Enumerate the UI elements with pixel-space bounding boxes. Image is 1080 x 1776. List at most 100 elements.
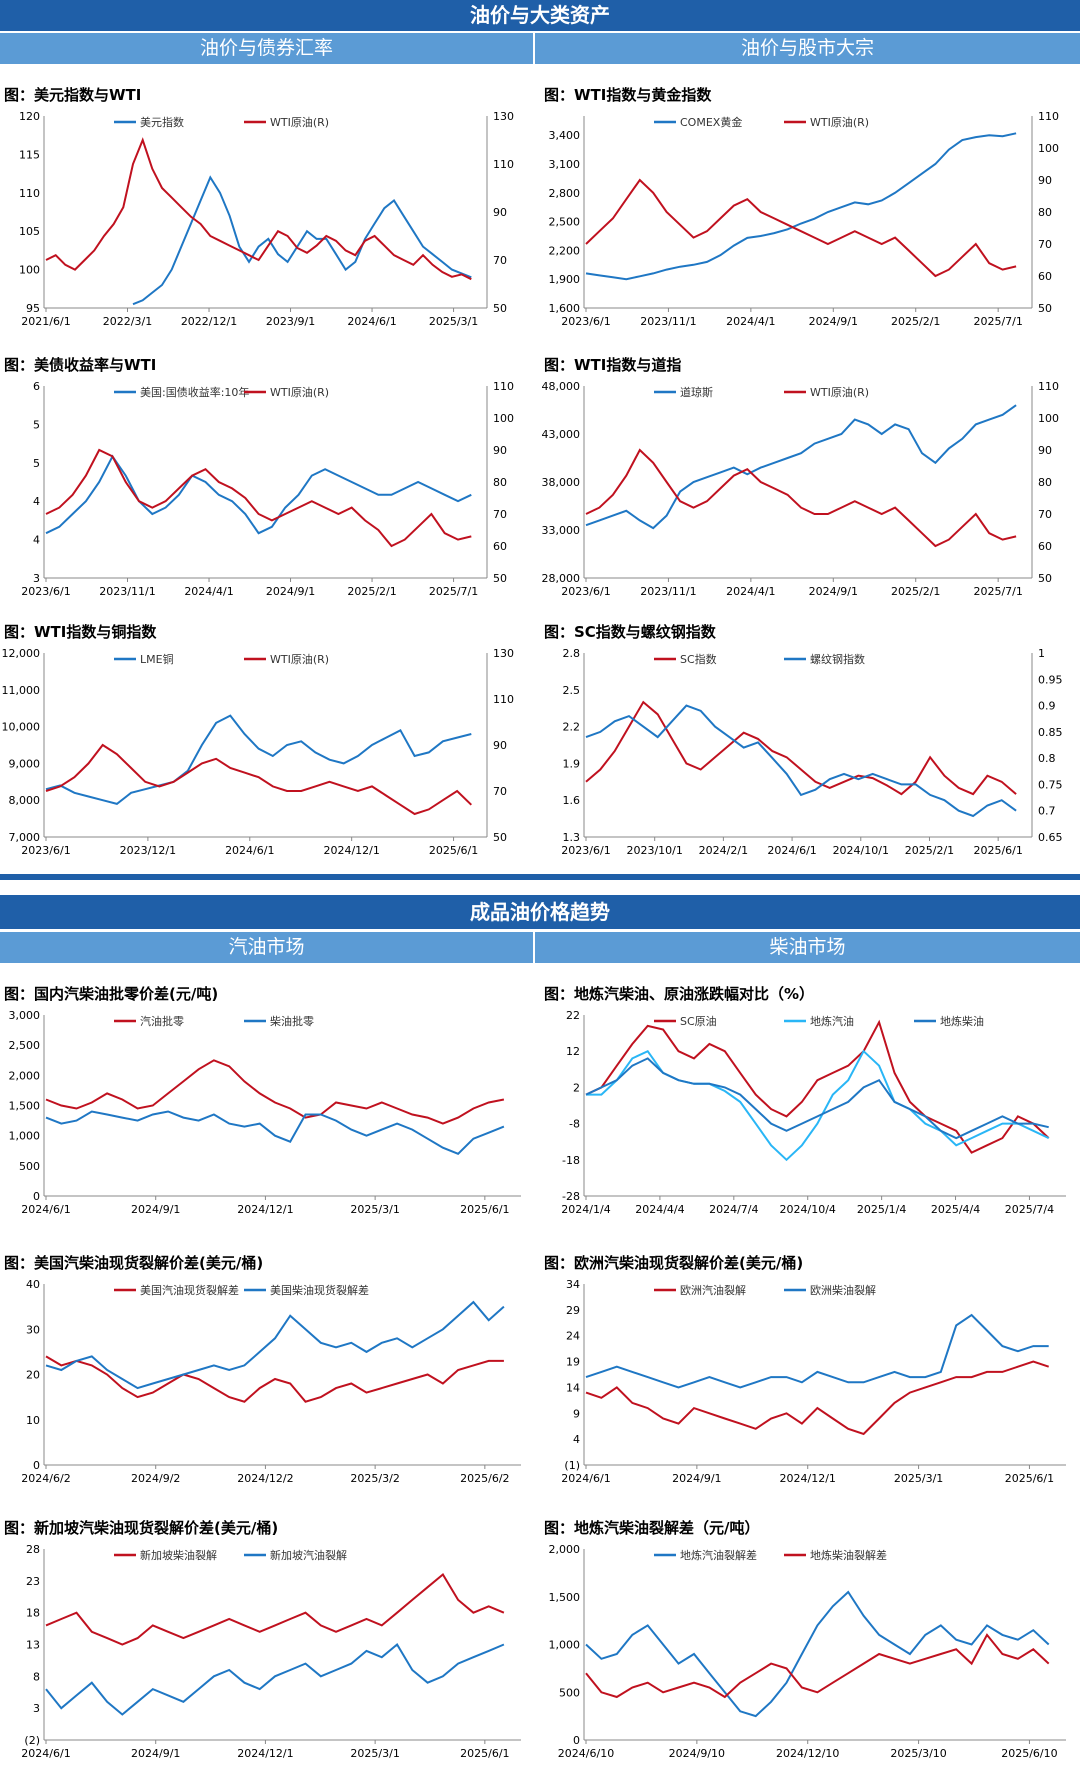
chart-svg: 7,000 8,000 9,000 10,000 11,000 12,000 50 70 90 1… xyxy=(2,647,515,857)
legend-label: 道琼斯 xyxy=(680,385,713,399)
y-tick-label: 40 xyxy=(26,1278,40,1291)
y-tick-label: 28 xyxy=(26,1543,40,1556)
y-tick-label: 4 xyxy=(573,1433,580,1446)
legend-label: 柴油批零 xyxy=(270,1014,314,1028)
y2-tick-label: 60 xyxy=(493,540,507,553)
chart-local-refinery-change: 图：地炼汽柴油、原油涨跌幅对比（%） -28 -18 -8 2 12 22 2024/1/4 2… xyxy=(540,983,1080,1228)
chart-local-crack: 图：地炼汽柴油裂解差（元/吨） 0 500 1,000 1,500 2,000 2024/6… xyxy=(540,1517,1080,1772)
y2-tick-label: 90 xyxy=(493,206,507,219)
series-line-0 xyxy=(585,700,1017,796)
y-tick-label: 1,500 xyxy=(549,1591,581,1604)
series-line-0 xyxy=(585,1590,1050,1718)
legend-label: SC指数 xyxy=(680,652,717,666)
y2-tick-label: 90 xyxy=(1038,174,1052,187)
chart-sc-rebar: 图：SC指数与螺纹钢指数 1.3 1.6 1.9 2.2 2.5 2.8 0.65 0.7 0.7… xyxy=(540,621,1080,869)
legend-label: SC原油 xyxy=(680,1014,717,1028)
x-tick-label: 2025/6/1 xyxy=(460,1747,509,1760)
chart-svg: 0 10 20 30 40 2024/6/2 2024/9/2 2024/12/2 2025/3… xyxy=(21,1278,521,1485)
y-tick-label: 34 xyxy=(566,1278,580,1291)
y-tick-label: 48,000 xyxy=(542,380,581,393)
y2-tick-label: 100 xyxy=(493,412,514,425)
chart-svg: 1,600 1,900 2,200 2,500 2,800 3,100 3,400 50 60 7… xyxy=(549,110,1060,328)
y-tick-label: 5 xyxy=(33,418,40,431)
y2-tick-label: 80 xyxy=(1038,206,1052,219)
legend-label: 地炼柴油裂解差 xyxy=(810,1548,887,1562)
series-line-1 xyxy=(45,137,472,281)
chart-title: 图：欧洲汽柴油现货裂解价差(美元/桶) xyxy=(544,1254,804,1272)
y-tick-label: 1.9 xyxy=(563,757,581,770)
x-tick-label: 2024/4/1 xyxy=(726,315,775,328)
x-tick-label: 2025/2/1 xyxy=(905,844,954,857)
x-tick-label: 2023/11/1 xyxy=(640,585,696,598)
chart-title: 图：国内汽柴油批零价差(元/吨) xyxy=(4,985,219,1003)
x-tick-label: 2024/10/4 xyxy=(780,1203,836,1216)
y-tick-label: 6 xyxy=(33,380,40,393)
series-line-0 xyxy=(45,714,472,805)
legend-label: WTI原油(R) xyxy=(810,385,869,399)
x-tick-label: 2024/9/10 xyxy=(669,1747,725,1760)
legend-label: 螺纹钢指数 xyxy=(810,652,865,666)
y-tick-label: 3,000 xyxy=(9,1009,41,1022)
subheader-bonds-fx: 油价与债券汇率 xyxy=(0,33,533,64)
x-tick-label: 2025/7/4 xyxy=(1005,1203,1054,1216)
y2-tick-label: 0.95 xyxy=(1038,673,1063,686)
x-tick-label: 2022/12/1 xyxy=(181,315,237,328)
y2-tick-label: 130 xyxy=(493,647,514,660)
legend-label: 美国:国债收益率:10年 xyxy=(140,385,249,399)
y-tick-label: 110 xyxy=(19,187,40,200)
legend-label: 新加坡柴油裂解 xyxy=(140,1548,217,1562)
x-tick-label: 2025/6/1 xyxy=(460,1203,509,1216)
y2-tick-label: 110 xyxy=(493,693,514,706)
chart-title: 图：新加坡汽柴油现货裂解价差(美元/桶) xyxy=(4,1519,279,1537)
x-tick-label: 2024/4/1 xyxy=(726,585,775,598)
y-tick-label: 9 xyxy=(573,1407,580,1420)
y-tick-label: 2,200 xyxy=(549,244,581,257)
y-tick-label: 0 xyxy=(573,1734,580,1747)
series-line-0 xyxy=(45,1059,505,1125)
x-tick-label: 2025/3/10 xyxy=(890,1747,946,1760)
x-tick-label: 2025/7/1 xyxy=(973,585,1022,598)
legend-label: WTI原油(R) xyxy=(270,115,329,129)
series-line-1 xyxy=(45,1300,505,1390)
x-tick-label: 2023/10/1 xyxy=(626,844,682,857)
y-tick-label: 4 xyxy=(33,534,40,547)
chart-svg: (1) 4 9 14 19 24 29 34 2024/6/1 2024/9/1 2024/12/1… xyxy=(561,1278,1066,1485)
y-tick-label: 12,000 xyxy=(2,647,41,660)
legend-label: 美国汽油现货裂解差 xyxy=(140,1283,239,1297)
series-line-1 xyxy=(45,743,472,816)
legend-label: WTI原油(R) xyxy=(270,385,329,399)
chart-title: 图：WTI指数与黄金指数 xyxy=(544,86,712,104)
y2-tick-label: 70 xyxy=(1038,238,1052,251)
y-tick-label: 12 xyxy=(566,1045,580,1058)
y-tick-label: 3,100 xyxy=(549,158,581,171)
chart-svg: 95 100 105 110 115 120 50 70 90 110 130 2021/6/1 202… xyxy=(19,110,514,328)
chart-svg: 0 500 1,000 1,500 2,000 2024/6/10 2024/9/10 202… xyxy=(549,1543,1066,1760)
y-tick-label: 8,000 xyxy=(9,794,41,807)
chart-title: 图：美元指数与WTI xyxy=(4,86,142,104)
x-tick-label: 2025/4/4 xyxy=(931,1203,980,1216)
legend-label: 地炼汽油 xyxy=(810,1014,854,1028)
series-line-2 xyxy=(585,1057,1049,1140)
series-line-0 xyxy=(132,175,472,306)
y2-tick-label: 0.85 xyxy=(1038,726,1063,739)
subheader-stocks-commodities: 油价与股市大宗 xyxy=(535,33,1080,64)
y2-tick-label: 0.7 xyxy=(1038,805,1056,818)
y2-tick-label: 50 xyxy=(493,572,507,585)
x-tick-label: 2024/6/1 xyxy=(225,844,274,857)
y2-tick-label: 50 xyxy=(1038,572,1052,585)
y-tick-label: 3 xyxy=(33,1702,40,1715)
x-tick-label: 2021/6/1 xyxy=(21,315,70,328)
legend-label: WTI原油(R) xyxy=(270,652,329,666)
y2-tick-label: 0.8 xyxy=(1038,752,1056,765)
y-tick-label: 10 xyxy=(26,1414,40,1427)
y-tick-label: 43,000 xyxy=(542,428,581,441)
x-tick-label: 2023/6/1 xyxy=(561,585,610,598)
chart-us-crack: 图：美国汽柴油现货裂解价差(美元/桶) 0 10 20 30 40 2024/6/2 2024… xyxy=(0,1252,535,1497)
x-tick-label: 2025/6/1 xyxy=(1005,1472,1054,1485)
x-tick-label: 2024/6/2 xyxy=(21,1472,70,1485)
y-tick-label: 95 xyxy=(26,302,40,315)
series-line-1 xyxy=(45,1110,505,1155)
chart-svg: 0 500 1,000 1,500 2,000 2,500 3,000 2024/6/1 202… xyxy=(9,1009,521,1216)
x-tick-label: 2025/1/4 xyxy=(857,1203,906,1216)
y-tick-label: 8 xyxy=(33,1670,40,1683)
